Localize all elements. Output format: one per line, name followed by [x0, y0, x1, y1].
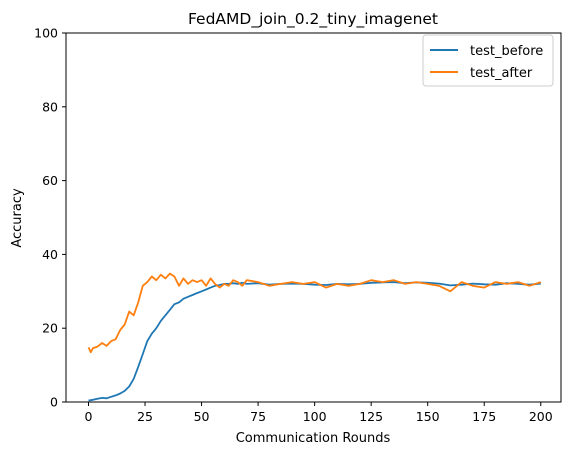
- x-tick-label: 75: [250, 409, 266, 424]
- y-axis-ticks: 0 20 40 60 80 100: [34, 26, 66, 410]
- y-tick-label: 20: [42, 321, 58, 336]
- series-line-test-before: [89, 282, 541, 400]
- x-tick-label: 25: [137, 409, 153, 424]
- x-tick-label: 175: [472, 409, 496, 424]
- series-layer: [89, 274, 541, 401]
- x-tick-label: 0: [85, 409, 93, 424]
- y-tick-label: 80: [42, 99, 58, 114]
- y-tick-label: 100: [34, 26, 58, 41]
- y-tick-label: 60: [42, 173, 58, 188]
- legend-label-test-after: test_after: [470, 66, 533, 81]
- x-tick-label: 125: [359, 409, 383, 424]
- x-tick-label: 150: [416, 409, 440, 424]
- legend-label-test-before: test_before: [470, 44, 543, 59]
- chart-title: FedAMD_join_0.2_tiny_imagenet: [188, 10, 438, 29]
- y-axis-label: Accuracy: [10, 188, 25, 248]
- axes-frame: [66, 33, 561, 402]
- x-tick-label: 50: [194, 409, 210, 424]
- x-tick-label: 200: [529, 409, 553, 424]
- y-tick-label: 40: [42, 247, 58, 262]
- plot-area: [66, 33, 561, 402]
- x-axis-ticks: 0 25 50 75 100 125 150 175 200: [85, 402, 553, 424]
- x-axis-label: Communication Rounds: [236, 431, 391, 446]
- x-tick-label: 100: [303, 409, 327, 424]
- legend: test_before test_after: [423, 35, 553, 86]
- y-tick-label: 0: [50, 395, 58, 410]
